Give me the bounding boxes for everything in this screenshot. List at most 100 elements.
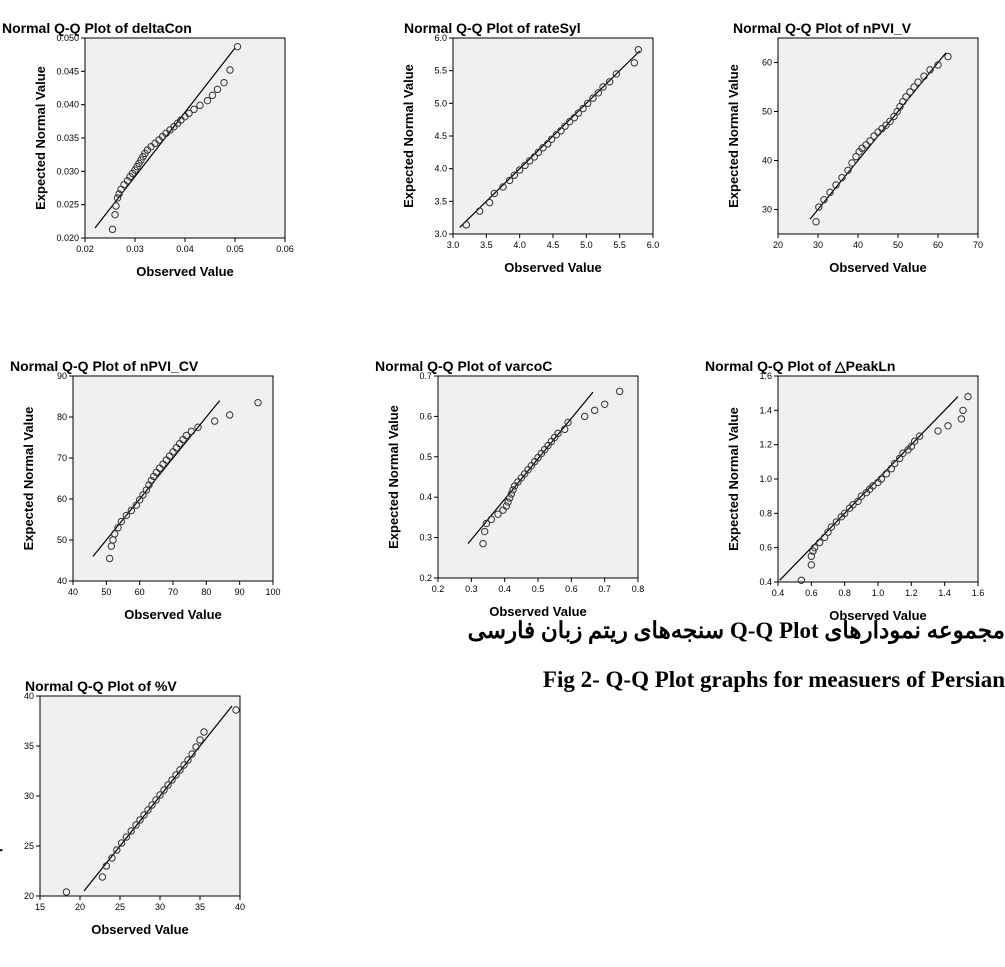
data-point <box>510 171 519 179</box>
data-point <box>959 406 967 415</box>
data-point <box>797 576 806 584</box>
y-tick-label: 1.0 <box>759 474 772 484</box>
plot-area <box>84 37 286 239</box>
data-point <box>902 93 910 101</box>
y-axis-label: Expected Normal Value <box>726 407 741 551</box>
data-point <box>111 210 119 219</box>
data-point <box>957 415 966 423</box>
data-point <box>123 176 132 185</box>
y-tick-label: 0.040 <box>56 100 79 110</box>
qq-plot-npvi-v: Normal Q-Q Plot of nPVI_V 20 30 40 50 60 70 30 4… <box>726 20 983 275</box>
data-point <box>127 506 136 515</box>
x-tick-label: 30 <box>813 240 823 250</box>
data-point <box>844 166 852 175</box>
y-tick-label: 0.030 <box>56 166 79 176</box>
y-tick-label: 0.7 <box>419 371 432 381</box>
data-point <box>140 811 148 819</box>
figure-caption-persian: مجموعه نمودارهای Q-Q Plot سنجه‌های ریتم … <box>467 618 1005 643</box>
data-point <box>574 109 583 117</box>
data-point <box>599 83 607 91</box>
data-point <box>539 144 547 152</box>
plot-area <box>72 375 274 582</box>
data-point <box>152 796 160 804</box>
data-point <box>122 833 131 841</box>
x-tick-label: 90 <box>235 587 245 597</box>
data-point <box>547 135 556 143</box>
x-tick-label: 60 <box>135 587 145 597</box>
data-point <box>147 476 156 485</box>
data-point <box>920 72 928 80</box>
data-point <box>944 422 952 430</box>
plot-area <box>39 695 241 897</box>
data-point <box>203 96 212 105</box>
data-point <box>887 465 896 473</box>
data-point <box>521 161 529 170</box>
x-axis-label: Observed Value <box>504 260 602 275</box>
x-axis-label: Observed Value <box>91 922 189 937</box>
data-point <box>187 427 196 436</box>
data-point <box>849 501 857 509</box>
y-axis-label: Expected Normal Value <box>21 407 36 551</box>
data-point <box>600 400 609 408</box>
data-point <box>579 104 587 113</box>
x-axis-label: Observed Value <box>124 607 222 622</box>
x-tick-label: 35 <box>195 902 205 912</box>
data-point <box>196 736 204 744</box>
data-point <box>882 121 890 129</box>
x-tick-label: 50 <box>101 587 111 597</box>
x-tick-label: 60 <box>933 240 943 250</box>
y-tick-label: 90 <box>57 371 67 381</box>
data-point <box>225 411 234 419</box>
x-tick-label: 0.8 <box>838 588 851 598</box>
plot-marks <box>62 705 240 896</box>
x-tick-label: 0.05 <box>226 244 244 254</box>
data-point <box>848 159 856 167</box>
x-axis-label: Observed Value <box>136 264 234 279</box>
y-tick-label: 0.6 <box>419 411 432 421</box>
data-point <box>184 756 192 764</box>
y-axis-label: Expected Normal Value <box>726 64 741 208</box>
data-point <box>832 518 841 526</box>
y-tick-label: 35 <box>24 741 34 751</box>
y-tick-label: 30 <box>24 791 34 801</box>
y-tick-label: 20 <box>24 891 34 901</box>
data-point <box>827 523 836 531</box>
y-tick-label: 3.5 <box>434 196 447 206</box>
y-tick-label: 3.0 <box>434 229 447 239</box>
y-tick-label: 0.8 <box>759 508 772 518</box>
y-axis-label: Expected Normal Value <box>0 724 3 868</box>
data-point <box>499 183 507 191</box>
data-point <box>557 127 565 135</box>
data-point <box>565 117 574 126</box>
x-tick-label: 6.0 <box>647 240 660 250</box>
x-tick-label: 1.6 <box>972 588 985 598</box>
data-point <box>907 442 916 451</box>
data-point <box>475 207 484 215</box>
data-point <box>857 492 866 500</box>
data-point <box>815 203 823 211</box>
data-point <box>870 132 878 140</box>
x-tick-label: 0.4 <box>772 588 785 598</box>
plot-marks <box>94 42 242 234</box>
y-tick-label: 25 <box>24 841 34 851</box>
data-point <box>594 89 603 97</box>
data-point <box>890 459 899 468</box>
data-point <box>877 475 886 483</box>
x-tick-label: 0.6 <box>805 588 818 598</box>
data-point <box>132 501 141 509</box>
plot-marks <box>809 52 952 226</box>
data-point <box>944 52 952 61</box>
data-point <box>552 130 561 139</box>
data-point <box>156 791 164 799</box>
data-point <box>612 70 621 78</box>
data-point <box>462 221 471 229</box>
chart-title: Normal Q-Q Plot of △PeakLn <box>705 358 895 374</box>
x-tick-label: 3.0 <box>447 240 460 250</box>
x-tick-label: 5.0 <box>580 240 593 250</box>
data-point <box>194 423 202 431</box>
y-tick-label: 0.4 <box>419 492 432 502</box>
data-point <box>910 437 919 445</box>
plot-marks <box>92 398 262 563</box>
qq-plot-npvi-cv: Normal Q-Q Plot of nPVI_CV 40 50 60 70 80 90 10… <box>10 358 281 622</box>
y-tick-label: 50 <box>57 535 67 545</box>
